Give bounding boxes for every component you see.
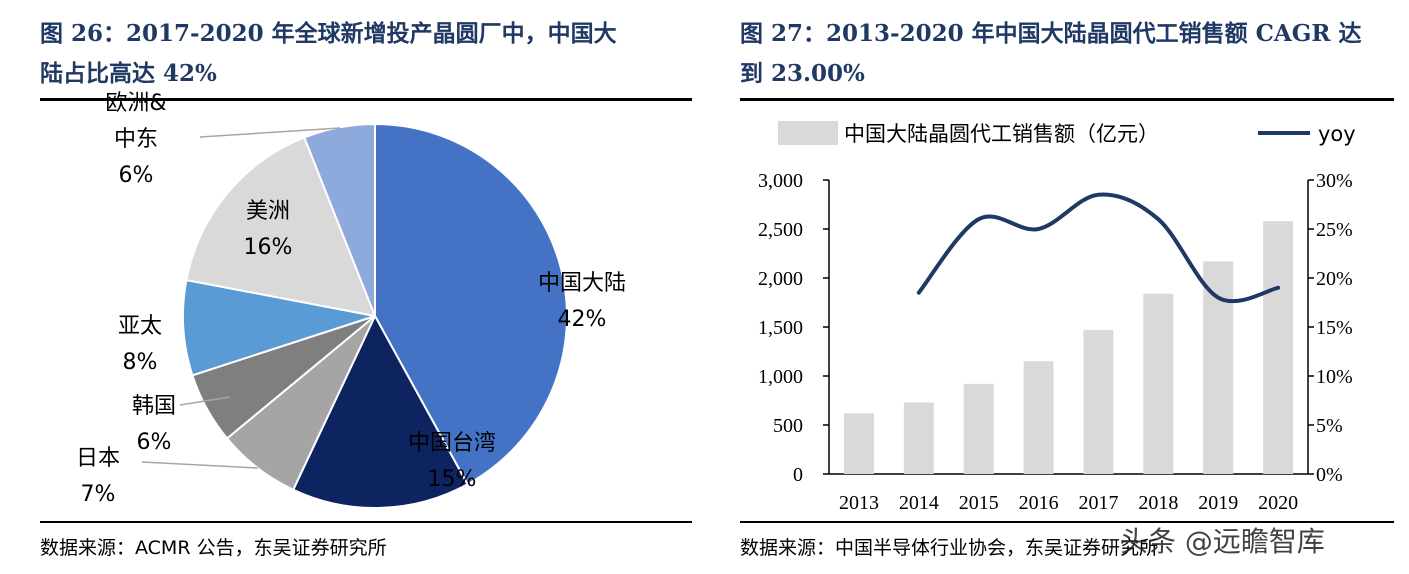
pie-leader-line-6	[199, 127, 341, 138]
x-tick-label-5: 2018	[1138, 492, 1178, 514]
pie-category-label-6-1: 中东	[114, 127, 158, 152]
x-tick-label-6: 2019	[1198, 492, 1238, 514]
y2-tick-label-5: 25%	[1316, 219, 1353, 241]
legend-line-label: yoy	[1318, 122, 1356, 146]
legend-bar-swatch	[778, 121, 838, 145]
y2-tick-label-2: 10%	[1316, 366, 1353, 388]
y2-tick-label-6: 30%	[1316, 170, 1353, 192]
figure-26-source: 数据来源：ACMR 公告，东吴证券研究所	[40, 537, 387, 559]
pie-slice-0	[374, 122, 568, 486]
bar-2015	[963, 383, 994, 474]
pie-value-label-6: 6%	[119, 163, 154, 188]
yoy-line	[916, 192, 1281, 304]
pie-category-label-1: 中国台湾	[408, 431, 496, 456]
pie-slice-5	[185, 136, 377, 318]
bar-2017	[1083, 329, 1114, 474]
watermark: 头条 @远瞻智库	[1120, 525, 1325, 558]
figure-26-title-line1: 图 26：2017-2020 年全球新增投产晶圆厂中，中国大	[40, 20, 617, 47]
y2-tick-label-0: 0%	[1316, 464, 1343, 486]
y-tick-label-0: 0	[793, 464, 803, 486]
pie-category-label-6-0: 欧洲&	[105, 91, 166, 116]
pie-value-label-4: 8%	[123, 350, 158, 375]
y2-tick-label-4: 20%	[1316, 268, 1353, 290]
x-tick-label-0: 2013	[839, 492, 879, 514]
x-tick-label-1: 2014	[899, 492, 939, 514]
figure-27-bottom-rule	[740, 521, 1394, 523]
pie-slice-4	[182, 278, 376, 377]
y-tick-label-5: 2,500	[758, 219, 803, 241]
y-tick-label-4: 2,000	[758, 268, 803, 290]
figure-26-title: 图 26：2017-2020 年全球新增投产晶圆厂中，中国大 陆占比高达 42%	[40, 14, 692, 94]
y-tick-label-2: 1,000	[758, 366, 803, 388]
bar-2016	[1023, 361, 1054, 474]
figure-27-title-line1: 图 27：2013-2020 年中国大陆晶圆代工销售额 CAGR 达	[740, 20, 1362, 47]
x-tick-label-7: 2020	[1258, 492, 1298, 514]
pie-category-label-0: 中国大陆	[538, 271, 626, 296]
pie-leader-line-3	[179, 396, 231, 406]
pie-leader-line-2	[141, 461, 259, 469]
pie-category-label-4: 亚太	[118, 314, 162, 339]
pie-category-label-2: 日本	[76, 446, 120, 471]
combo-chart: 0 500 1,000 1,500 2,000 2,500 3,000 0% 5% 10% 15% 2…	[758, 121, 1356, 514]
pie-value-label-3: 6%	[137, 430, 172, 455]
pie-value-label-1: 15%	[428, 467, 477, 492]
pie-category-label-3: 韩国	[132, 394, 176, 419]
figure-26-bottom-rule	[40, 521, 692, 523]
bar-2018	[1143, 293, 1174, 474]
bar-2014	[903, 402, 934, 474]
pie-value-label-0: 42%	[558, 307, 607, 332]
x-tick-label-3: 2016	[1019, 492, 1059, 514]
bar-2019	[1203, 261, 1234, 474]
bar-2013	[843, 413, 874, 474]
figure-26-top-rule	[40, 98, 692, 101]
pie-value-label-2: 7%	[81, 482, 116, 507]
y-tick-label-1: 500	[773, 415, 803, 437]
figure-27-title: 图 27：2013-2020 年中国大陆晶圆代工销售额 CAGR 达 到 23.…	[740, 14, 1394, 94]
figure-27-title-line2: 到 23.00%	[740, 60, 865, 87]
y2-tick-label-3: 15%	[1316, 317, 1353, 339]
figure-26-title-line2: 陆占比高达 42%	[40, 60, 217, 87]
figure-26-panel: 图 26：2017-2020 年全球新增投产晶圆厂中，中国大 陆占比高达 42%…	[40, 0, 692, 574]
pie-value-label-5: 16%	[244, 235, 293, 260]
y2-tick-label-1: 5%	[1316, 415, 1343, 437]
bar-2020	[1263, 221, 1294, 474]
legend-bar-label: 中国大陆晶圆代工销售额（亿元）	[844, 122, 1159, 146]
y-tick-label-6: 3,000	[758, 170, 803, 192]
x-tick-label-4: 2017	[1078, 492, 1118, 514]
x-tick-label-2: 2015	[959, 492, 999, 514]
figure-27-top-rule	[740, 98, 1394, 101]
figure-27-panel: 图 27：2013-2020 年中国大陆晶圆代工销售额 CAGR 达 到 23.…	[740, 0, 1394, 574]
y-tick-label-3: 1,500	[758, 317, 803, 339]
pie-chart: 中国大陆 42% 中国台湾 15% 日本 7% 韩国 6% 亚太 8% 美洲 16% 欧洲&中东 6%	[76, 91, 626, 509]
figure-27-source: 数据来源：中国半导体行业协会，东吴证券研究所	[740, 537, 1159, 559]
pie-slice-1	[291, 313, 469, 509]
pie-category-label-5: 美洲	[246, 199, 290, 224]
